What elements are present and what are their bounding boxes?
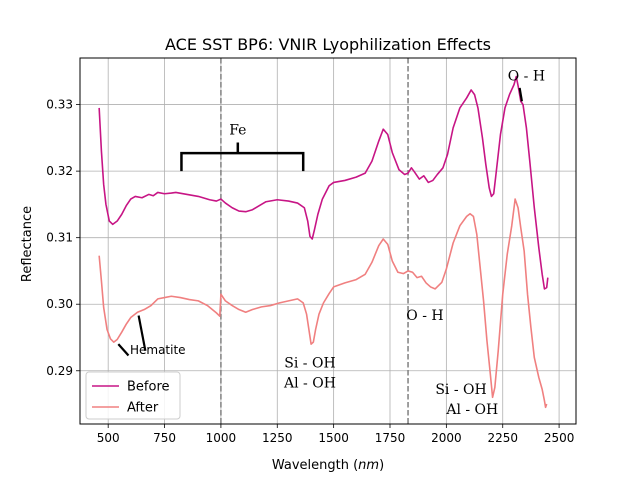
x-tick-label: 500 [97,431,120,445]
annotation-label: Al - OH [283,375,336,391]
annotation-label: O - H [406,308,443,324]
x-tick-label: 1000 [206,431,237,445]
annotation-marks [117,87,523,357]
grid-lines [80,58,576,424]
x-axis-label-close: ) [379,458,384,473]
axis-ticks: 500 750 1000 1250 1500 1750 2000 2250 2500 0.29 0.… [46,98,574,445]
x-axis-label-main: Wavelength ( [272,458,358,473]
x-tick-label: 1500 [318,431,349,445]
annotation-arrow [518,87,523,102]
annotation-arrow [117,343,130,357]
annotation-label: Al - OH [445,402,498,418]
annotations: Fe O - H O - H Hematite Si - OH Al - OH Si - O… [130,69,545,418]
x-tick-label: 2500 [544,431,575,445]
x-tick-label: 1750 [375,431,406,445]
legend-label-after: After [127,401,159,416]
annotation-label: Fe [229,123,246,139]
x-axis-label: Wavelength (nm) [272,458,384,473]
y-axis-label: Reflectance [20,206,35,282]
chart-title: ACE SST BP6: VNIR Lyophilization Effects [165,35,491,54]
annotation-label: O - H [508,69,545,85]
x-axis-label-unit: nm [358,458,379,473]
reference-lines [220,58,409,424]
y-tick-label: 0.32 [46,164,73,178]
x-tick-label: 2250 [487,431,518,445]
fe-bracket [180,142,305,172]
x-tick-label: 1250 [262,431,293,445]
y-tick-label: 0.30 [46,297,73,311]
annotation-label: Hematite [130,343,186,357]
x-tick-label: 2000 [431,431,462,445]
annotation-arrow [137,315,147,352]
series-line-before [98,75,549,290]
y-tick-label: 0.29 [46,364,73,378]
annotation-label: Si - OH [435,382,486,398]
y-tick-label: 0.33 [46,98,73,112]
legend-label-before: Before [127,380,170,395]
plot-frame [79,57,577,425]
y-tick-label: 0.31 [46,231,73,245]
annotation-label: Si - OH [284,355,335,371]
series-group [98,75,549,409]
series-line-after [98,198,548,409]
x-tick-label: 750 [153,431,176,445]
legend: Before After [85,371,181,420]
